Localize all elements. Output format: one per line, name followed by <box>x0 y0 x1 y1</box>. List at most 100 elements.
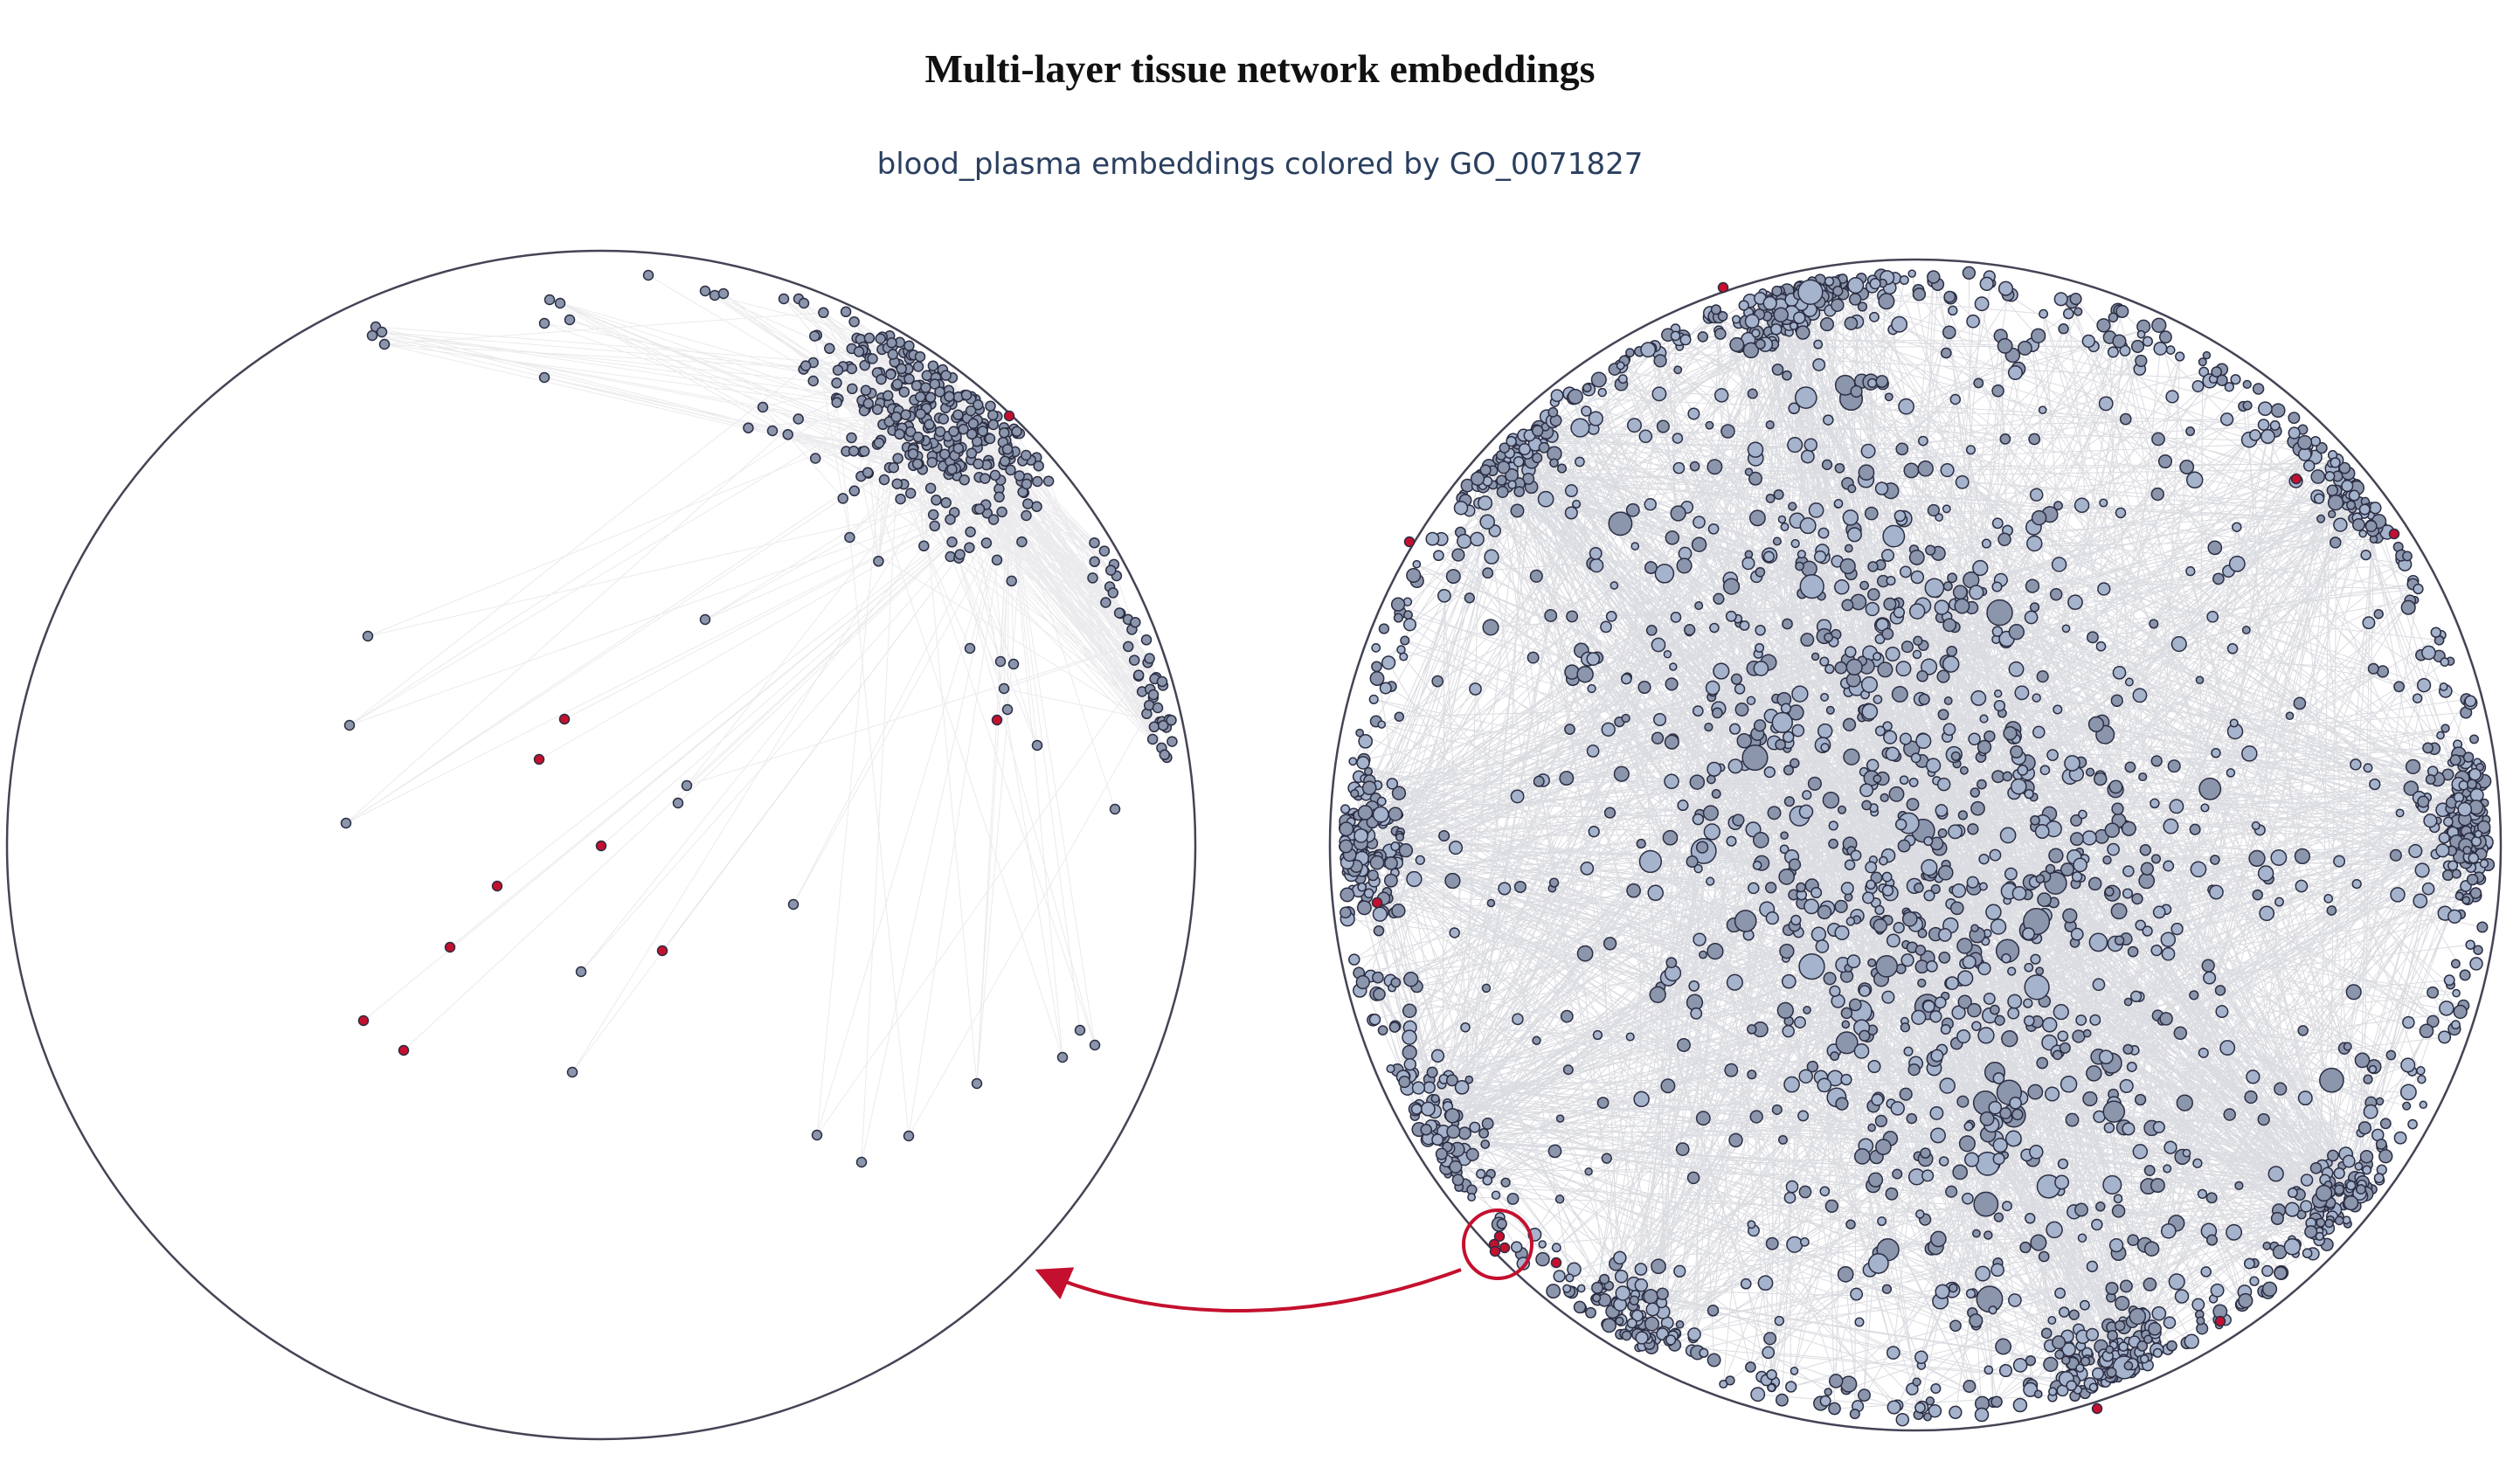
full-node <box>1394 711 1405 722</box>
zoomed-node <box>977 426 988 437</box>
zoomed-node <box>890 411 902 423</box>
full-node <box>1689 461 1700 472</box>
full-node <box>1866 879 1876 890</box>
full-node <box>2087 876 2102 891</box>
full-node <box>1617 374 1628 384</box>
full-node <box>1891 685 1908 703</box>
zoomed-node <box>538 371 550 384</box>
full-node <box>2108 312 2119 323</box>
full-node <box>2359 1149 2374 1164</box>
full-node <box>1484 549 1499 564</box>
zoomed-highlighted-node <box>398 1044 410 1056</box>
full-node <box>1740 1278 1752 1290</box>
full-node <box>2363 1074 2373 1084</box>
full-node <box>2189 990 2199 1001</box>
zoomed-node <box>1007 658 1020 670</box>
full-node <box>2450 959 2461 969</box>
full-node <box>1823 972 1837 986</box>
full-node <box>1710 304 1721 315</box>
full-node <box>1547 1144 1562 1159</box>
full-node <box>1531 425 1544 437</box>
full-node <box>2080 1356 2091 1367</box>
full-node <box>1877 1216 1887 1227</box>
full-node <box>2243 1257 2255 1270</box>
zoomed-node <box>340 817 352 829</box>
full-node <box>1724 1063 1739 1077</box>
full-node <box>2119 1279 2133 1293</box>
zoomed-node <box>1033 460 1044 472</box>
full-node <box>1912 1377 1921 1387</box>
full-node <box>1942 504 1951 514</box>
full-node <box>1638 429 1653 444</box>
full-node <box>2054 1349 2065 1360</box>
full-node <box>1672 461 1686 474</box>
full-node <box>1881 1284 1893 1294</box>
zoomed-node <box>915 391 926 403</box>
full-node <box>1837 805 1847 814</box>
zoomed-node <box>888 461 899 474</box>
zoomed-node <box>1089 537 1100 549</box>
full-node <box>1506 435 1517 447</box>
full-node <box>1734 683 1746 695</box>
full-node <box>1482 1174 1493 1186</box>
full-node <box>1882 721 1893 731</box>
full-node <box>1844 544 1853 553</box>
full-node <box>1828 1402 1841 1416</box>
zoomed-node <box>1056 1051 1069 1063</box>
full-node <box>1753 719 1767 732</box>
full-node <box>2142 336 2153 347</box>
full-node <box>1479 464 1492 476</box>
full-node <box>2072 1029 2086 1043</box>
full-node <box>1597 387 1607 398</box>
full-node <box>2170 635 2187 653</box>
full-node <box>2423 814 2438 828</box>
full-node <box>2112 665 2127 680</box>
full-node <box>2052 1049 2063 1061</box>
full-node <box>1858 464 1875 481</box>
full-node <box>1915 732 1932 750</box>
full-node <box>1985 904 2002 921</box>
full-node <box>2244 1090 2258 1105</box>
full-node <box>1353 828 1368 843</box>
full-node <box>2302 1248 2313 1259</box>
full-node <box>1403 610 1413 620</box>
full-node <box>2197 1188 2208 1200</box>
full-node <box>2358 503 2371 516</box>
full-node <box>1824 1199 1839 1213</box>
full-node <box>1553 1270 1566 1283</box>
full-node <box>1713 592 1725 605</box>
full-node <box>2069 293 2082 306</box>
full-node <box>1665 957 1678 969</box>
full-node <box>2223 1108 2236 1121</box>
full-node <box>1861 800 1873 811</box>
full-node <box>2350 758 2362 771</box>
full-node <box>1412 559 1422 569</box>
full-node <box>2004 1130 2022 1147</box>
zoomed-highlighted-node <box>656 945 668 957</box>
full-node <box>1765 882 1777 894</box>
zoomed-node <box>1105 564 1117 576</box>
full-node <box>1649 986 1666 1003</box>
full-node <box>1430 1094 1440 1104</box>
full-node <box>2389 848 2402 862</box>
zoomed-node <box>924 482 937 494</box>
full-node <box>1402 1029 1417 1045</box>
full-node <box>1991 384 2004 398</box>
full-node <box>1567 388 1583 405</box>
full-node <box>2295 879 2309 893</box>
full-node <box>2107 1330 2118 1341</box>
full-node <box>2425 774 2436 785</box>
zoomed-node <box>952 409 964 420</box>
full-node <box>1660 1078 1676 1094</box>
full-node <box>1726 973 1743 991</box>
full-node <box>2468 852 2480 864</box>
full-node <box>1861 703 1879 720</box>
full-node <box>2362 1165 2372 1175</box>
zoomed-node <box>931 495 942 506</box>
full-node <box>1748 509 1766 527</box>
full-node <box>1893 606 1906 619</box>
full-node <box>1988 1305 1997 1315</box>
zoomed-node <box>853 346 865 357</box>
full-node <box>1372 806 1389 823</box>
full-node <box>2035 874 2046 884</box>
